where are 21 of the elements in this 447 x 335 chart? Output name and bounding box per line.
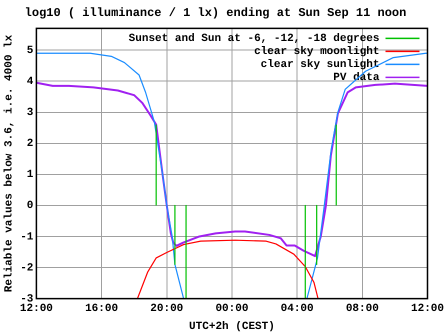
y-tick-label: 1 — [26, 169, 34, 182]
y-tick-label: 0 — [26, 200, 34, 212]
legend-label: clear sky moonlight — [254, 46, 380, 58]
y-tick-label: -1 — [20, 231, 34, 244]
x-tick-label: 04:00 — [280, 302, 314, 315]
legend-label: clear sky sunlight — [260, 59, 380, 72]
x-tick-label: 20:00 — [150, 302, 184, 315]
y-tick-label: -2 — [20, 262, 34, 274]
y-tick-label: 5 — [26, 44, 34, 57]
y-tick-label: 3 — [26, 107, 34, 120]
x-tick-label: 00:00 — [215, 302, 248, 315]
x-axis-title: UTC+2h (CEST) — [189, 321, 275, 334]
y-axis-title: Reliable values below 3.6, i.e. 4000 lx — [3, 34, 16, 292]
x-tick-label: 16:00 — [85, 302, 118, 315]
chart-title: log10 ( illuminance / 1 lx) ending at Sun Sep 11 noon — [24, 6, 406, 20]
x-tick-label: 12:00 — [20, 302, 53, 315]
y-tick-label: 2 — [26, 138, 34, 150]
x-tick-label: 08:00 — [346, 302, 379, 315]
legend-label: Sunset and Sun at -6, -12, -18 degrees — [128, 33, 380, 46]
y-tick-label: 4 — [26, 76, 34, 88]
x-tick-label: 12:00 — [410, 302, 444, 315]
